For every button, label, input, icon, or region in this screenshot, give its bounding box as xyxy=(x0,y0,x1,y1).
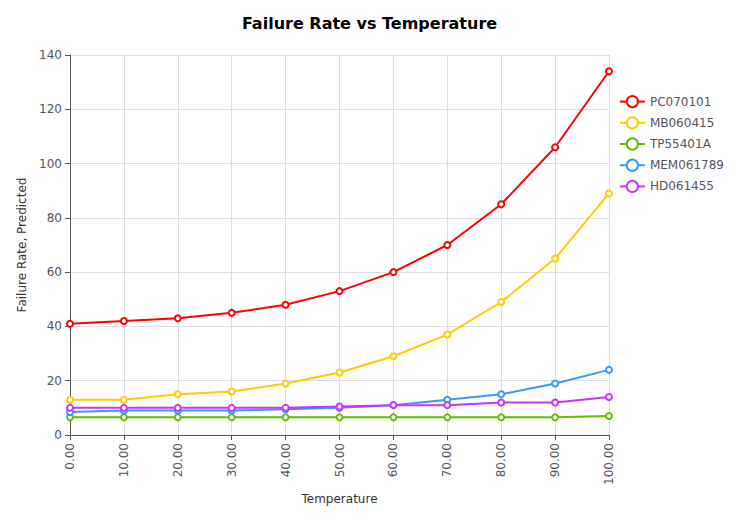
svg-text:MB060415: MB060415 xyxy=(650,116,714,130)
svg-text:50.00: 50.00 xyxy=(333,443,347,477)
svg-text:140: 140 xyxy=(39,48,62,62)
svg-text:Failure Rate, Predicted: Failure Rate, Predicted xyxy=(15,178,29,313)
svg-text:10.00: 10.00 xyxy=(117,443,131,477)
svg-text:HD061455: HD061455 xyxy=(650,179,714,193)
svg-text:TP55401A: TP55401A xyxy=(649,137,712,151)
svg-text:0: 0 xyxy=(54,428,62,442)
svg-text:100: 100 xyxy=(39,157,62,171)
svg-text:80.00: 80.00 xyxy=(494,443,508,477)
svg-text:90.00: 90.00 xyxy=(548,443,562,477)
svg-text:70.00: 70.00 xyxy=(440,443,454,477)
svg-text:60: 60 xyxy=(47,265,62,279)
svg-text:MEM061789: MEM061789 xyxy=(650,158,724,172)
svg-text:20.00: 20.00 xyxy=(171,443,185,477)
svg-text:20: 20 xyxy=(47,374,62,388)
svg-text:40: 40 xyxy=(47,319,62,333)
svg-text:60.00: 60.00 xyxy=(386,443,400,477)
svg-text:40.00: 40.00 xyxy=(279,443,293,477)
svg-text:Failure Rate vs Temperature: Failure Rate vs Temperature xyxy=(242,14,497,33)
svg-text:100.00: 100.00 xyxy=(602,443,616,485)
svg-text:0.00: 0.00 xyxy=(63,443,77,470)
svg-text:80: 80 xyxy=(47,211,62,225)
svg-text:120: 120 xyxy=(39,102,62,116)
svg-text:Temperature: Temperature xyxy=(300,492,377,506)
svg-text:PC070101: PC070101 xyxy=(650,95,711,109)
svg-text:30.00: 30.00 xyxy=(225,443,239,477)
